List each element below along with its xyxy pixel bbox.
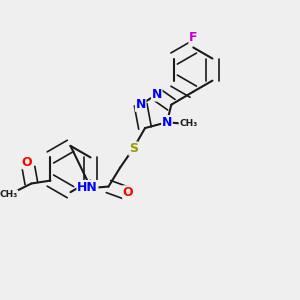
Text: N: N: [135, 98, 146, 111]
Text: N: N: [152, 88, 162, 101]
Text: CH₃: CH₃: [179, 119, 197, 128]
Text: N: N: [162, 116, 172, 129]
Text: CH₃: CH₃: [0, 190, 18, 199]
Text: S: S: [129, 142, 138, 155]
Text: O: O: [123, 186, 134, 199]
Text: O: O: [22, 156, 32, 169]
Text: HN: HN: [77, 181, 98, 194]
Text: F: F: [189, 31, 197, 44]
